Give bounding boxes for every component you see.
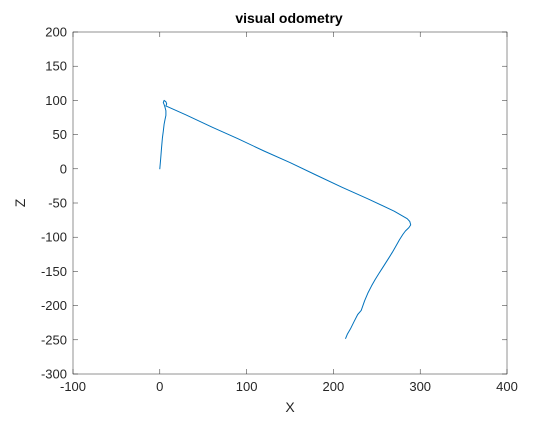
- y-tick-label: 0: [60, 161, 67, 176]
- y-tick-label: -200: [41, 298, 67, 313]
- x-tick-label: 200: [323, 379, 345, 394]
- y-tick-label: 100: [45, 93, 67, 108]
- x-axis: -100 0 100 200 300 400: [60, 32, 518, 394]
- y-tick-label: -100: [41, 230, 67, 245]
- y-axis: 200 150 100 50 0 -50 -100 -150 -200 -250 -300: [41, 25, 507, 382]
- y-tick-label: -150: [41, 264, 67, 279]
- x-tick-label: 400: [496, 379, 518, 394]
- y-tick-label: -50: [48, 196, 67, 211]
- x-tick-label: -100: [60, 379, 86, 394]
- x-tick-label: 100: [236, 379, 258, 394]
- y-tick-label: 200: [45, 25, 67, 40]
- x-axis-label: X: [285, 399, 295, 415]
- y-tick-label: -300: [41, 367, 67, 382]
- y-tick-label: -250: [41, 332, 67, 347]
- trajectory-line: [159, 99, 412, 339]
- plot-area: [72, 31, 508, 375]
- y-tick-label: 50: [53, 127, 67, 142]
- x-tick-label: 300: [409, 379, 431, 394]
- x-tick-label: 0: [156, 379, 163, 394]
- chart-title: visual odometry: [235, 10, 343, 26]
- y-tick-label: 150: [45, 59, 67, 74]
- y-axis-label: Z: [12, 198, 28, 207]
